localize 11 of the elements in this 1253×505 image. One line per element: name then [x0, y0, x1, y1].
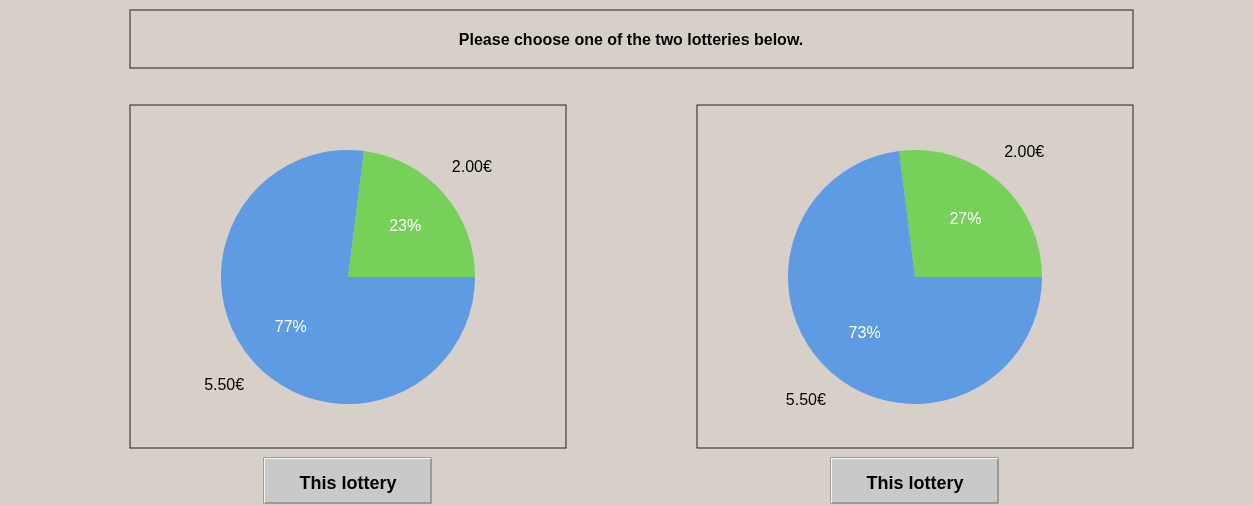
- data-label: 27%: [949, 210, 982, 228]
- data-label: 23%: [389, 216, 422, 234]
- data-label: 73%: [848, 324, 881, 342]
- data-label: 77%: [274, 317, 307, 335]
- slice-label: 5.50€: [204, 376, 245, 394]
- slice-label: 5.50€: [785, 391, 826, 409]
- text: Please choose one of the two lotteries below.: [458, 31, 804, 48]
- text: This lottery: [299, 472, 397, 493]
- text: This lottery: [866, 472, 964, 493]
- slice-label: 2.00€: [451, 158, 492, 176]
- slice-label: 2.00€: [1004, 143, 1045, 161]
